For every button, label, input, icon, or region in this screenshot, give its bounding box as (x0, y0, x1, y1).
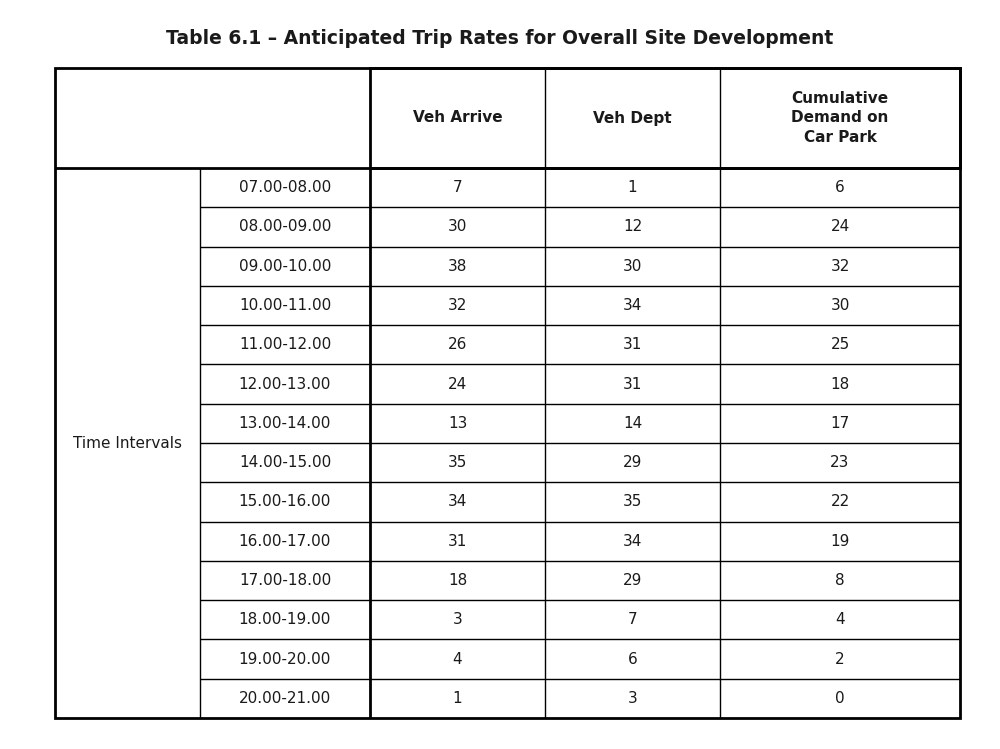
Text: 08.00-09.00: 08.00-09.00 (239, 219, 331, 234)
Text: 7: 7 (453, 181, 462, 195)
Text: 32: 32 (830, 258, 850, 273)
Text: 30: 30 (448, 219, 467, 234)
Text: 14.00-15.00: 14.00-15.00 (239, 455, 331, 470)
Text: 09.00-10.00: 09.00-10.00 (239, 258, 331, 273)
Text: 26: 26 (448, 337, 467, 352)
Text: 1: 1 (628, 181, 637, 195)
Text: 10.00-11.00: 10.00-11.00 (239, 298, 331, 313)
Text: 34: 34 (623, 534, 642, 549)
Text: 31: 31 (448, 534, 467, 549)
Text: 18: 18 (448, 573, 467, 588)
Text: 15.00-16.00: 15.00-16.00 (239, 494, 331, 509)
Text: Time Intervals: Time Intervals (73, 435, 182, 450)
Text: 24: 24 (830, 219, 850, 234)
Text: 3: 3 (453, 612, 462, 627)
Bar (370, 68, 960, 168)
Text: 18.00-19.00: 18.00-19.00 (239, 612, 331, 627)
Text: 35: 35 (623, 494, 642, 509)
Text: 13: 13 (448, 416, 467, 431)
Text: 8: 8 (835, 573, 845, 588)
Text: 13.00-14.00: 13.00-14.00 (239, 416, 331, 431)
Text: Table 6.1 – Anticipated Trip Rates for Overall Site Development: Table 6.1 – Anticipated Trip Rates for O… (166, 28, 834, 47)
Text: 17.00-18.00: 17.00-18.00 (239, 573, 331, 588)
Text: 23: 23 (830, 455, 850, 470)
Text: 16.00-17.00: 16.00-17.00 (239, 534, 331, 549)
Text: 2: 2 (835, 652, 845, 667)
Text: 34: 34 (448, 494, 467, 509)
Text: 4: 4 (835, 612, 845, 627)
Text: 30: 30 (830, 298, 850, 313)
Text: 25: 25 (830, 337, 850, 352)
Text: 30: 30 (623, 258, 642, 273)
Text: 24: 24 (448, 377, 467, 392)
Text: 34: 34 (623, 298, 642, 313)
Text: 0: 0 (835, 691, 845, 706)
Text: 12: 12 (623, 219, 642, 234)
Bar (55, 68, 960, 718)
Text: 4: 4 (453, 652, 462, 667)
Text: 22: 22 (830, 494, 850, 509)
Text: Veh Arrive: Veh Arrive (413, 111, 502, 126)
Text: Cumulative
Demand on
Car Park: Cumulative Demand on Car Park (791, 91, 889, 145)
Text: 6: 6 (628, 652, 637, 667)
Text: 31: 31 (623, 377, 642, 392)
Text: 17: 17 (830, 416, 850, 431)
Text: 1: 1 (453, 691, 462, 706)
Text: 20.00-21.00: 20.00-21.00 (239, 691, 331, 706)
Text: 38: 38 (448, 258, 467, 273)
Text: Veh Dept: Veh Dept (593, 111, 672, 126)
Text: 19: 19 (830, 534, 850, 549)
Text: 12.00-13.00: 12.00-13.00 (239, 377, 331, 392)
Text: 35: 35 (448, 455, 467, 470)
Text: 3: 3 (628, 691, 637, 706)
Text: 7: 7 (628, 612, 637, 627)
Text: 31: 31 (623, 337, 642, 352)
Text: 07.00-08.00: 07.00-08.00 (239, 181, 331, 195)
Text: 29: 29 (623, 455, 642, 470)
Text: 18: 18 (830, 377, 850, 392)
Text: 6: 6 (835, 181, 845, 195)
Text: 32: 32 (448, 298, 467, 313)
Text: 11.00-12.00: 11.00-12.00 (239, 337, 331, 352)
Text: 19.00-20.00: 19.00-20.00 (239, 652, 331, 667)
Text: 14: 14 (623, 416, 642, 431)
Text: 29: 29 (623, 573, 642, 588)
